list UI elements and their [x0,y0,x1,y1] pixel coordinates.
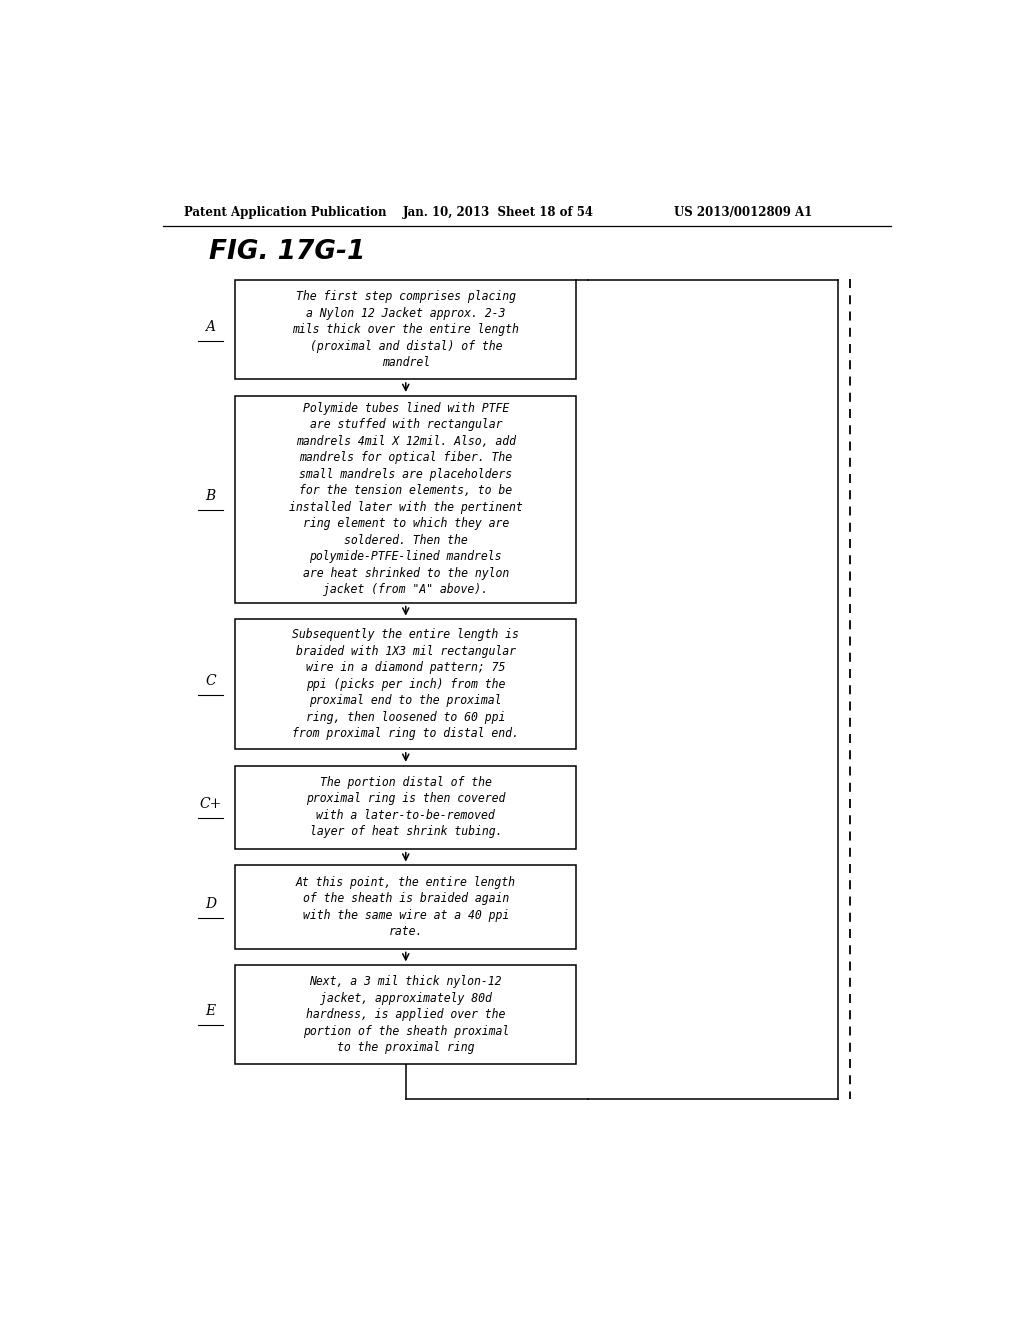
Text: The portion distal of the
proximal ring is then covered
with a later-to-be-remov: The portion distal of the proximal ring … [306,776,506,838]
Text: C: C [205,675,216,688]
Text: The first step comprises placing
a Nylon 12 Jacket approx. 2-3
mils thick over t: The first step comprises placing a Nylon… [292,290,519,370]
Text: B: B [205,490,215,503]
Bar [236,280,577,379]
Text: E: E [205,1005,215,1019]
Text: C+: C+ [200,797,221,810]
Text: Next, a 3 mil thick nylon-12
jacket, approximately 80d
hardness, is applied over: Next, a 3 mil thick nylon-12 jacket, app… [303,975,509,1053]
Text: At this point, the entire length
of the sheath is braided again
with the same wi: At this point, the entire length of the … [296,875,516,939]
Bar [236,965,577,1064]
Text: Patent Application Publication: Patent Application Publication [183,206,386,219]
Text: Subsequently the entire length is
braided with 1X3 mil rectangular
wire in a dia: Subsequently the entire length is braide… [292,628,519,741]
Bar [236,396,577,603]
Text: Polymide tubes lined with PTFE
are stuffed with rectangular
mandrels 4mil X 12mi: Polymide tubes lined with PTFE are stuff… [289,403,522,597]
Bar [236,866,577,949]
Text: Jan. 10, 2013  Sheet 18 of 54: Jan. 10, 2013 Sheet 18 of 54 [403,206,594,219]
Text: A: A [206,319,215,334]
Bar [236,619,577,748]
Text: D: D [205,896,216,911]
Text: FIG. 17G-1: FIG. 17G-1 [209,239,366,265]
Text: US 2013/0012809 A1: US 2013/0012809 A1 [675,206,813,219]
Bar [236,766,577,849]
